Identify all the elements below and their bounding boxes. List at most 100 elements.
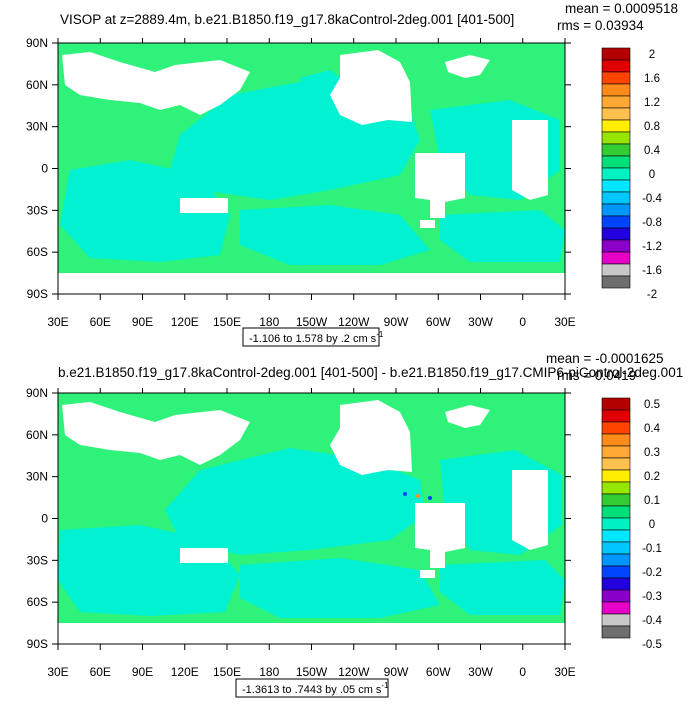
top-x-tick-label: 150E: [213, 315, 241, 329]
bottom-colorbar-swatch: [601, 613, 631, 627]
bottom-colorbar-swatch: [601, 517, 631, 531]
bottom-colorbar-label: -0.3: [642, 591, 662, 603]
bottom-colorbar-label: -0.1: [642, 543, 662, 555]
bottom-axis-ticks: 30E 60E 90E 120E 150E 180 150W 120W 90W 60W 30W 0 30…: [26, 386, 576, 679]
top-axis-ticks: 30E 60E 90E 120E 150E 180 150W 120W 90W 60W 30W 0 30…: [26, 36, 576, 329]
bottom-colorbar-swatch: [601, 493, 631, 507]
top-title: VISOP at z=2889.4m, b.e21.B1850.f19_g17.…: [60, 12, 514, 27]
bottom-land-north-america: [330, 400, 412, 475]
bottom-colorbar: 0.5 0.4 0.3 0.2 0.1 0 -0.1 -0.2 -0.3 -0.4 -0.5: [601, 397, 663, 651]
bottom-panel: mean = -0.0001625 rms = 0.0419 b.e21.B18…: [0, 350, 700, 700]
top-land-asia: [62, 52, 250, 115]
bottom-cyan-pacific: [165, 448, 425, 555]
top-colorbar-swatch: [601, 227, 631, 241]
bottom-x-tick-label: 120W: [338, 665, 370, 679]
top-chart-svg: VISOP at z=2889.4m, b.e21.B1850.f19_g17.…: [26, 1, 678, 347]
bottom-colorbar-swatch: [601, 409, 631, 423]
bottom-land-greenland: [445, 405, 490, 428]
top-land-greenland: [445, 55, 490, 78]
bottom-colorbar-swatch: [601, 457, 631, 471]
top-colorbar-swatch: [601, 275, 631, 289]
bottom-colorbar-swatch: [601, 481, 631, 495]
top-y-tick-label: 90N: [26, 36, 48, 50]
bottom-land-small: [420, 570, 435, 578]
bottom-x-tick-label: 60W: [426, 665, 451, 679]
bottom-colorbar-swatch: [601, 433, 631, 447]
bottom-range-label: -1.3613 to .7443 by .05 cm s-1: [242, 681, 389, 696]
top-colorbar-swatch: [601, 191, 631, 205]
bottom-colorbar-label: 0: [649, 519, 655, 531]
top-colorbar-label: -2: [647, 289, 657, 301]
top-colorbar-swatch: [601, 179, 631, 193]
bottom-x-tick-label: 60E: [90, 665, 111, 679]
bottom-y-tick-label: 30N: [26, 470, 48, 484]
top-y-tick-label: 30N: [26, 120, 48, 134]
top-y-tick-label: 60S: [27, 245, 48, 259]
top-cyan-indian: [60, 160, 230, 262]
top-land-north-america: [330, 50, 412, 125]
bottom-colorbar-label: 0.5: [644, 399, 660, 411]
top-range-label: -1.106 to 1.578 by .2 cm s-1: [249, 330, 384, 345]
bottom-colorbar-swatch: [601, 445, 631, 459]
top-x-tick-label: 180: [259, 315, 279, 329]
top-y-tick-label: 30S: [27, 203, 48, 217]
bottom-colorbar-swatch: [601, 541, 631, 555]
bottom-colorbar-swatch: [601, 505, 631, 519]
bottom-colorbar-label: 0.4: [644, 423, 661, 435]
top-y-tick-label: 90S: [27, 287, 48, 301]
top-y-tick-label: 60N: [26, 78, 48, 92]
top-colorbar-label: 0: [649, 169, 655, 181]
top-cyan-south-atlantic: [440, 210, 565, 262]
top-map: [58, 43, 565, 294]
bottom-colorbar-swatch: [601, 601, 631, 615]
bottom-x-tick-label: 30E: [554, 665, 575, 679]
top-land-antarctica: [58, 273, 565, 294]
bottom-anomaly-dot-3: [428, 496, 432, 500]
bottom-land-antarctica: [58, 623, 565, 644]
top-colorbar-swatch: [601, 263, 631, 277]
top-cyan-south-pacific: [240, 205, 430, 265]
top-x-tick-label: 60E: [90, 315, 111, 329]
bottom-land-south-america: [512, 470, 548, 550]
top-land-small: [420, 220, 435, 228]
top-colorbar-swatch: [601, 95, 631, 109]
bottom-range-box: [235, 678, 389, 698]
top-colorbar-swatch: [601, 251, 631, 265]
bottom-land-asia: [62, 402, 250, 465]
top-x-tick-label: 30E: [554, 315, 575, 329]
top-colorbar-swatch: [601, 47, 631, 61]
bottom-colorbar-swatch: [601, 529, 631, 543]
top-colorbar-label: 2: [649, 49, 655, 61]
top-x-tick-label: 60W: [426, 315, 451, 329]
top-colorbar-swatch: [601, 59, 631, 73]
bottom-colorbar-label: 0.1: [644, 495, 660, 507]
bottom-x-tick-label: 90W: [384, 665, 409, 679]
bottom-colorbar-swatch: [601, 421, 631, 435]
bottom-colorbar-swatch: [601, 589, 631, 603]
top-colorbar-label: 0.8: [644, 121, 660, 133]
bottom-y-tick-label: 60N: [26, 428, 48, 442]
bottom-x-tick-label: 120E: [171, 665, 199, 679]
top-colorbar-label: 0.4: [644, 145, 661, 157]
top-colorbar-label: -0.4: [642, 193, 662, 205]
top-x-tick-label: 30W: [468, 315, 493, 329]
bottom-x-tick-label: 150W: [296, 665, 328, 679]
top-x-tick-label: 120E: [171, 315, 199, 329]
bottom-x-tick-label: 180: [259, 665, 279, 679]
top-colorbar-label: 1.2: [644, 97, 660, 109]
top-land-south-america: [512, 120, 548, 200]
top-colorbar-swatch: [601, 119, 631, 133]
bottom-cyan-south-pacific: [240, 558, 440, 618]
bottom-anomaly-dot-1: [403, 492, 407, 496]
top-range-box: [242, 327, 380, 347]
bottom-colorbar-label: 0.3: [644, 447, 660, 459]
bottom-mean: mean = -0.0001625: [546, 351, 663, 366]
bottom-colorbar-swatch: [601, 625, 631, 639]
top-colorbar-swatch: [601, 239, 631, 253]
bottom-x-tick-label: 0: [519, 665, 526, 679]
bottom-cyan-south-atlantic: [440, 560, 565, 615]
top-colorbar-swatch: [601, 131, 631, 145]
top-colorbar: 2 1.6 1.2 0.8 0.4 0 -0.4 -0.8 -1.2 -1.6 -2: [601, 47, 663, 301]
bottom-x-tick-label: 30W: [468, 665, 493, 679]
bottom-y-tick-label: 30S: [27, 553, 48, 567]
